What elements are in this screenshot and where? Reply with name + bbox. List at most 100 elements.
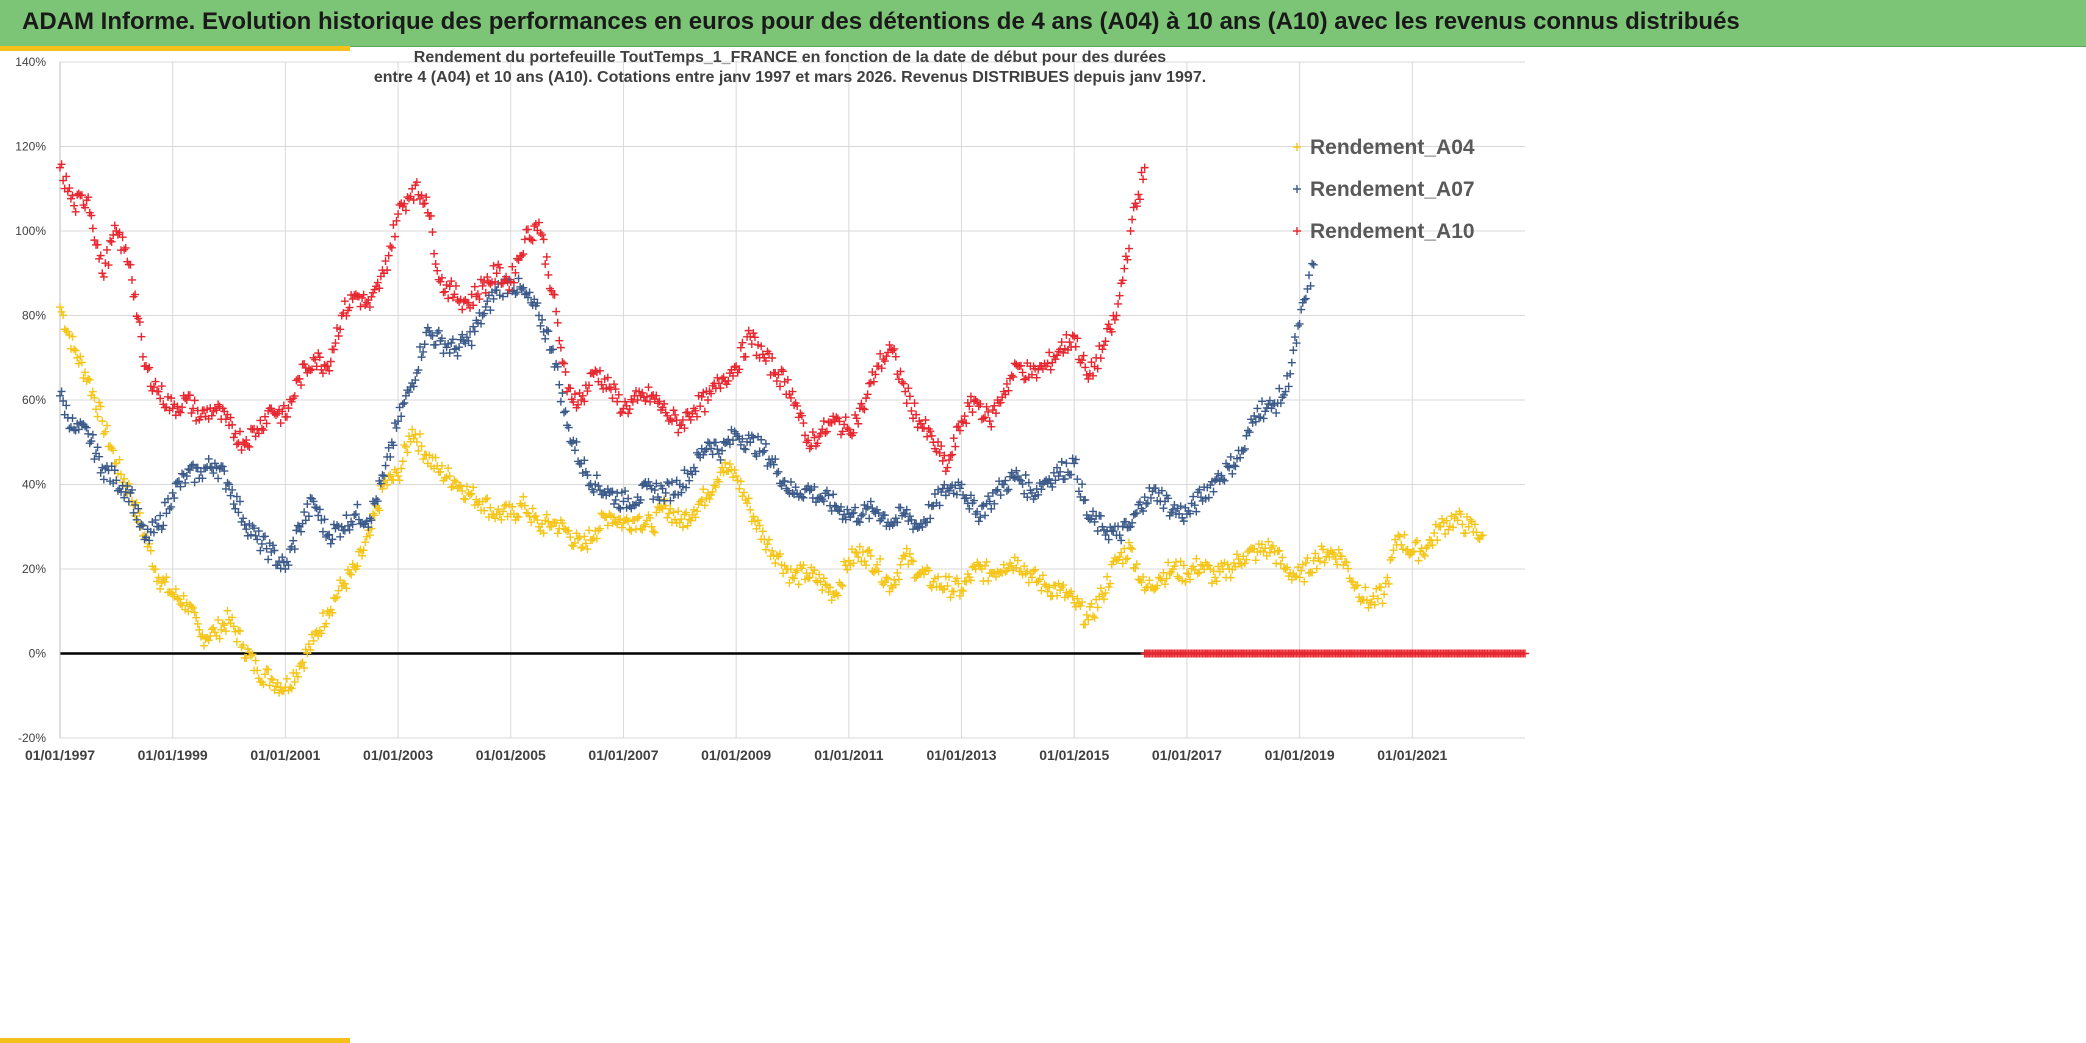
data-point (497, 515, 506, 524)
data-point (721, 458, 730, 467)
data-point (1007, 371, 1016, 380)
data-point (1211, 476, 1220, 485)
data-point (502, 272, 511, 281)
data-point (398, 400, 407, 409)
data-point (824, 587, 833, 596)
data-point (865, 379, 874, 388)
data-point (437, 273, 446, 282)
data-point (441, 287, 450, 296)
data-point (1145, 576, 1154, 585)
data-point (921, 416, 930, 425)
data-point (445, 472, 454, 481)
data-point (77, 358, 86, 367)
data-point (1104, 320, 1113, 329)
data-point (752, 452, 761, 461)
data-point (758, 448, 767, 457)
data-point (1301, 294, 1310, 303)
data-point (603, 521, 612, 530)
data-point (373, 497, 382, 506)
data-point (1107, 327, 1116, 336)
data-point (991, 572, 1000, 581)
data-point (707, 389, 716, 398)
data-point (738, 338, 747, 347)
data-point (229, 622, 238, 631)
data-point (293, 521, 302, 530)
data-point (110, 221, 119, 230)
data-point (625, 405, 634, 414)
data-point (1164, 494, 1173, 503)
data-point (951, 442, 960, 451)
data-point (473, 290, 482, 299)
data-point (444, 464, 453, 473)
data-point (98, 269, 107, 278)
data-point (417, 442, 426, 451)
data-point (56, 391, 64, 400)
data-point (492, 286, 501, 295)
data-point (333, 592, 342, 601)
data-point (578, 391, 587, 400)
data-point (214, 474, 223, 483)
data-point (1059, 581, 1068, 590)
data-point (827, 596, 836, 605)
chart-title: Rendement du portefeuille ToutTemps_1_FR… (374, 49, 1206, 86)
data-point (372, 495, 381, 504)
data-point (228, 613, 237, 622)
data-point (1118, 559, 1127, 568)
data-point (1099, 341, 1108, 350)
data-point (680, 510, 689, 519)
data-point (1300, 295, 1309, 304)
data-point (397, 412, 406, 421)
data-point (102, 245, 111, 254)
data-point (650, 395, 659, 404)
data-point (566, 533, 575, 542)
points-layer (56, 160, 1529, 697)
data-point (489, 261, 498, 270)
data-point (552, 307, 561, 316)
data-point (351, 510, 360, 519)
data-point (550, 290, 559, 299)
data-point (445, 349, 454, 358)
data-point (1101, 588, 1110, 597)
data-point (228, 485, 237, 494)
data-point (885, 340, 894, 349)
data-point (1115, 531, 1124, 540)
data-point (107, 237, 116, 246)
data-point (1173, 572, 1182, 581)
data-point (392, 468, 401, 477)
data-point (290, 677, 299, 686)
data-point (1402, 546, 1411, 555)
data-point (774, 467, 783, 476)
data-point (583, 387, 592, 396)
data-point (840, 557, 849, 566)
data-point (1240, 559, 1249, 568)
data-point (1015, 475, 1024, 484)
data-point (70, 345, 79, 354)
data-point (779, 367, 788, 376)
data-point (1073, 475, 1082, 484)
data-point (1389, 546, 1398, 555)
data-point (1104, 535, 1113, 544)
data-point (334, 586, 343, 595)
x-tick-label: 01/01/2013 (926, 747, 996, 763)
data-point (1001, 476, 1010, 485)
data-point (519, 492, 528, 501)
data-point (982, 402, 991, 411)
data-point (301, 516, 310, 525)
data-point (109, 446, 118, 455)
data-point (311, 503, 320, 512)
data-point (628, 397, 637, 406)
data-point (775, 549, 784, 558)
data-point (1027, 573, 1036, 582)
data-point (444, 294, 453, 303)
data-point (608, 394, 617, 403)
data-point (957, 480, 966, 489)
data-point (669, 406, 678, 415)
data-point (1378, 599, 1387, 608)
data-point (707, 444, 716, 453)
data-point (1040, 580, 1049, 589)
data-point (866, 497, 875, 506)
data-point (1043, 587, 1052, 596)
data-point (298, 658, 307, 667)
data-point (261, 412, 270, 421)
data-point (1226, 573, 1235, 582)
